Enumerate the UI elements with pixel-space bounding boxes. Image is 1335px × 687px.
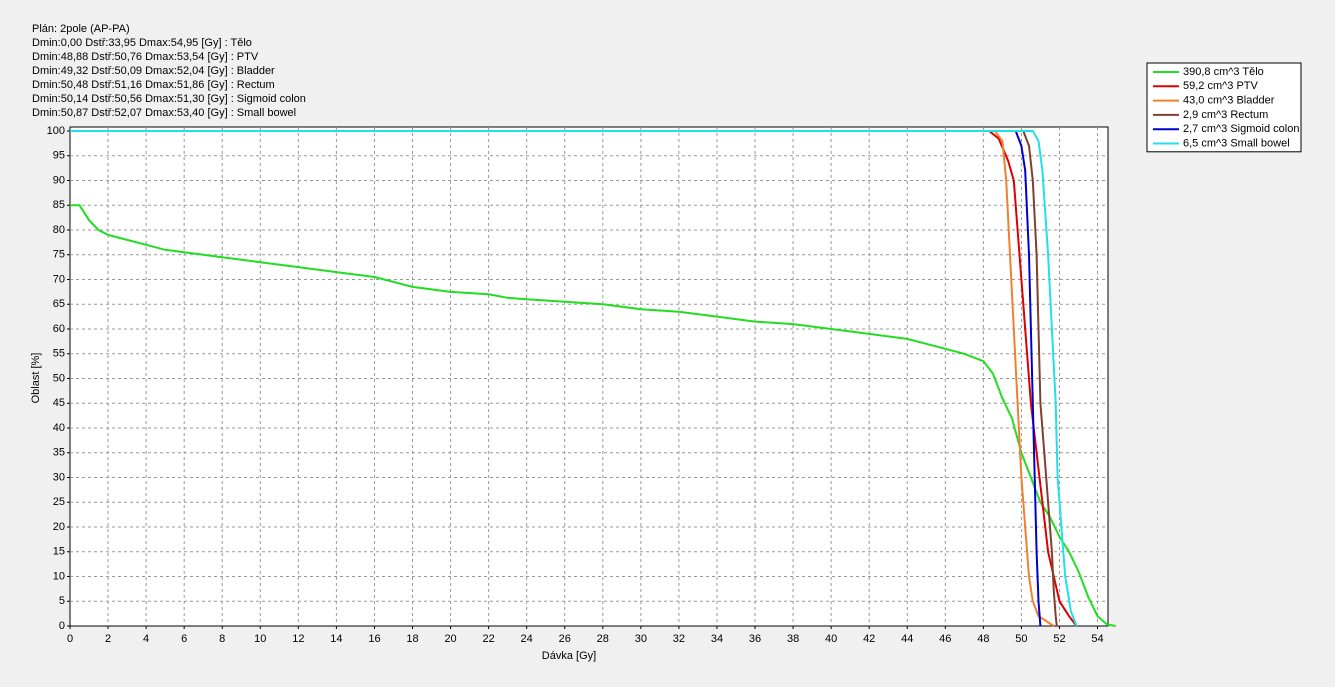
- stats-line: Dmin:48,88 Dstř:50,76 Dmax:53,54 [Gy] : …: [32, 51, 259, 63]
- x-tick-label: 20: [444, 633, 456, 645]
- x-tick-label: 6: [181, 633, 187, 645]
- y-tick-label: 55: [53, 348, 65, 360]
- x-tick-label: 24: [521, 633, 533, 645]
- series-line: [70, 204, 1116, 627]
- legend-label: 43,0 cm^3 Bladder: [1183, 95, 1275, 107]
- x-tick-label: 0: [67, 633, 73, 645]
- y-tick-label: 30: [53, 471, 65, 483]
- x-tick-label: 46: [939, 633, 951, 645]
- x-tick-label: 16: [368, 633, 380, 645]
- x-tick-label: 10: [254, 633, 266, 645]
- x-tick-label: 22: [483, 633, 495, 645]
- series-line: [70, 130, 1058, 627]
- stats-line: Dmin:0,00 Dstř:33,95 Dmax:54,95 [Gy] : T…: [32, 37, 252, 49]
- y-tick-label: 10: [53, 570, 65, 582]
- y-tick-label: 75: [53, 249, 65, 261]
- x-tick-label: 50: [1015, 633, 1027, 645]
- y-tick-label: 80: [53, 224, 65, 236]
- x-tick-label: 28: [597, 633, 609, 645]
- y-tick-label: 15: [53, 546, 65, 558]
- y-tick-label: 65: [53, 298, 65, 310]
- y-axis-label: Oblast [%]: [30, 353, 42, 404]
- stats-line: Dmin:50,48 Dstř:51,16 Dmax:51,86 [Gy] : …: [32, 79, 275, 91]
- y-tick-label: 50: [53, 372, 65, 384]
- y-tick-label: 5: [59, 595, 65, 607]
- stats-line: Dmin:50,14 Dstř:50,56 Dmax:51,30 [Gy] : …: [32, 93, 306, 105]
- y-tick-label: 60: [53, 323, 65, 335]
- legend-label: 6,5 cm^3 Small bowel: [1183, 137, 1290, 149]
- y-tick-label: 35: [53, 447, 65, 459]
- stats-line: Dmin:50,87 Dstř:52,07 Dmax:53,40 [Gy] : …: [32, 107, 296, 119]
- x-tick-label: 2: [105, 633, 111, 645]
- x-tick-label: 54: [1091, 633, 1103, 645]
- y-tick-label: 25: [53, 496, 65, 508]
- x-tick-label: 38: [787, 633, 799, 645]
- series-line: [70, 130, 1055, 627]
- y-tick-label: 70: [53, 273, 65, 285]
- y-tick-label: 0: [59, 620, 65, 632]
- y-tick-label: 45: [53, 397, 65, 409]
- x-tick-label: 26: [559, 633, 571, 645]
- x-tick-label: 36: [749, 633, 761, 645]
- y-tick-label: 95: [53, 150, 65, 162]
- legend-label: 2,7 cm^3 Sigmoid colon: [1183, 123, 1299, 135]
- stats-line: Dmin:49,32 Dstř:50,09 Dmax:52,04 [Gy] : …: [32, 65, 275, 77]
- legend-box: [1146, 62, 1302, 153]
- legend-label: 390,8 cm^3 Tělo: [1183, 66, 1264, 78]
- series-line: [70, 130, 1078, 627]
- x-tick-label: 44: [901, 633, 913, 645]
- x-tick-label: 34: [711, 633, 723, 645]
- series-line: [70, 130, 1042, 627]
- x-tick-label: 40: [825, 633, 837, 645]
- x-tick-label: 14: [330, 633, 342, 645]
- x-tick-label: 32: [673, 633, 685, 645]
- y-tick-label: 40: [53, 422, 65, 434]
- series-line: [70, 130, 1078, 627]
- x-tick-label: 18: [406, 633, 418, 645]
- y-tick-label: 20: [53, 521, 65, 533]
- x-tick-label: 48: [977, 633, 989, 645]
- y-tick-label: 100: [47, 125, 65, 137]
- legend-label: 59,2 cm^3 PTV: [1183, 80, 1259, 92]
- y-tick-label: 85: [53, 199, 65, 211]
- y-tick-label: 90: [53, 174, 65, 186]
- x-tick-label: 42: [863, 633, 875, 645]
- plot-area: [69, 126, 1109, 627]
- x-tick-label: 4: [143, 633, 149, 645]
- chart-title: Plán: 2pole (AP-PA): [32, 23, 130, 35]
- legend-label: 2,9 cm^3 Rectum: [1183, 109, 1268, 121]
- x-tick-label: 12: [292, 633, 304, 645]
- x-axis-label: Dávka [Gy]: [542, 650, 596, 662]
- x-tick-label: 30: [635, 633, 647, 645]
- x-tick-label: 52: [1053, 633, 1065, 645]
- x-tick-label: 8: [219, 633, 225, 645]
